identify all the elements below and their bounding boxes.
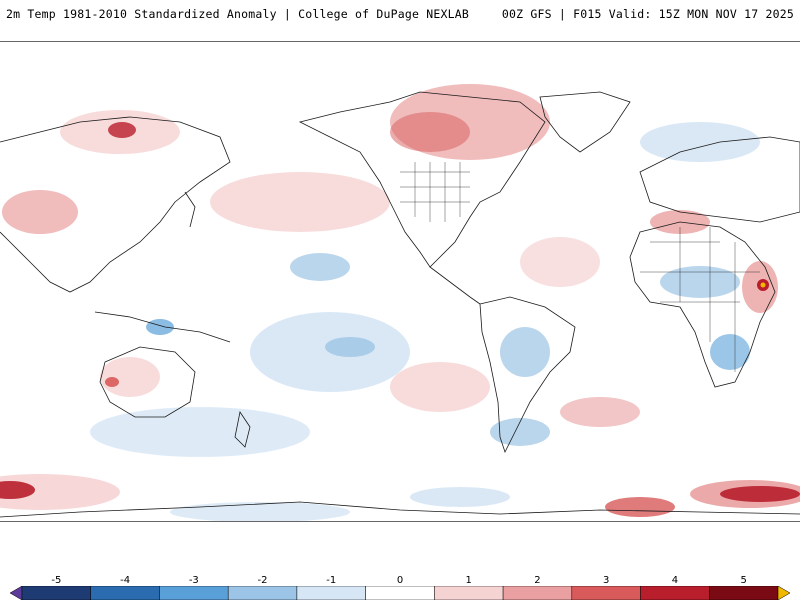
warm-anomaly-antarctic-east-core	[720, 486, 800, 502]
extreme-warm-spot	[760, 282, 766, 288]
colorbar-max-arrow	[777, 586, 790, 600]
colorbar-segment	[640, 586, 710, 600]
us-state-lines	[400, 162, 470, 222]
cold-anomaly-europe	[640, 122, 760, 162]
cold-anomaly-pacific-core	[325, 337, 375, 357]
cold-anomaly-africa	[660, 266, 740, 298]
colorbar-tick-label: -4	[120, 575, 131, 586]
colorbar-segment	[159, 586, 229, 600]
warm-anomaly-antarctic-west-core	[0, 481, 35, 499]
warm-anomaly-atlantic	[520, 237, 600, 287]
colorbar-tick-label: 0	[396, 575, 404, 586]
japan-outline	[184, 191, 196, 228]
colorbar-tick-label: -1	[326, 575, 337, 586]
anomaly-map[interactable]	[0, 41, 800, 522]
colorbar-segment	[296, 586, 366, 600]
warm-anomaly-antarctic-west	[0, 474, 120, 510]
colorbar-segment	[434, 586, 504, 600]
colorbar-tick-label: 5	[740, 575, 747, 586]
anomaly-field	[0, 84, 800, 521]
colorbar-min-arrow	[10, 586, 23, 600]
warm-anomaly-siberia-core	[108, 122, 136, 138]
cold-anomaly-south-america	[500, 327, 550, 377]
eurasia-outline	[0, 116, 231, 293]
cold-anomaly-south-pacific	[90, 407, 310, 457]
warm-anomaly-north-pacific	[210, 172, 390, 232]
cold-anomaly-argentina	[490, 418, 550, 446]
colorbar-segment	[90, 586, 160, 600]
colorbar-segment	[21, 586, 91, 600]
cold-anomaly-central-pacific	[290, 253, 350, 281]
colorbar-tick-label: -5	[51, 575, 62, 586]
antarctica-outline	[0, 501, 800, 518]
coastlines	[0, 91, 800, 518]
africa-outline	[629, 221, 776, 388]
colorbar-segment	[365, 586, 435, 600]
colorbar-tick-label: -3	[188, 575, 199, 586]
world-map-svg	[0, 84, 800, 521]
warm-anomaly-south-atlantic	[560, 397, 640, 427]
warm-anomaly-canada	[390, 112, 470, 152]
australia-outline	[99, 346, 196, 418]
colorbar-tick-label: -2	[257, 575, 268, 586]
colorbar	[10, 586, 790, 600]
central-america-outline	[429, 266, 481, 305]
warm-anomaly-australia	[100, 357, 160, 397]
map-header: 2m Temp 1981-2010 Standardized Anomaly |…	[0, 0, 800, 28]
cold-anomaly-new-zealand	[170, 502, 350, 521]
colorbar-tick-label: 1	[465, 575, 472, 586]
colorbar-tick-label: 2	[534, 575, 541, 586]
cold-anomaly-indonesia	[146, 319, 174, 335]
cold-anomaly-south-africa	[710, 334, 750, 370]
south-america-outline	[479, 296, 576, 454]
indonesia-outline	[94, 311, 231, 343]
colorbar-segment	[227, 586, 298, 600]
greenland-outline	[539, 91, 631, 153]
colorbar-segment	[571, 586, 641, 600]
cold-anomaly-antarctic	[410, 487, 510, 507]
colorbar-tick-label: 3	[602, 575, 610, 586]
warm-anomaly-australia-core	[105, 377, 119, 387]
map-title: 2m Temp 1981-2010 Standardized Anomaly |…	[6, 7, 470, 21]
warm-anomaly-antarctic-center	[605, 497, 675, 517]
africa-borders	[640, 227, 760, 372]
new-zealand-outline	[234, 410, 251, 448]
model-run-info: 00Z GFS | F015 Valid: 15Z MON NOV 17 202…	[501, 7, 794, 21]
warm-anomaly-asia	[2, 190, 78, 234]
europe-outline	[639, 136, 800, 223]
colorbar-tick-label: 4	[671, 575, 679, 586]
north-america-outline	[298, 91, 546, 268]
warm-anomaly-south-pacific	[390, 362, 490, 412]
colorbar-segment	[502, 586, 573, 600]
colorbar-segment	[709, 586, 779, 600]
